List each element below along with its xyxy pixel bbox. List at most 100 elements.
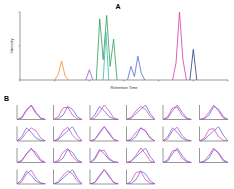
series-line <box>173 12 187 80</box>
chart <box>17 127 46 142</box>
series-line <box>17 148 46 163</box>
series-line <box>163 107 192 119</box>
y-axis <box>90 170 91 185</box>
plot-area <box>54 127 83 142</box>
plot-area <box>90 127 119 142</box>
x-tick <box>54 80 55 82</box>
y-axis <box>17 148 18 163</box>
series-line <box>127 148 156 163</box>
y-axis <box>126 105 127 120</box>
x-axis <box>54 184 83 185</box>
x-axis <box>90 141 119 142</box>
y-axis <box>90 148 91 163</box>
chart <box>54 148 83 163</box>
chart <box>17 148 46 163</box>
chart <box>163 127 192 142</box>
series-line <box>54 149 83 162</box>
series-line <box>127 128 156 141</box>
series-line <box>54 127 83 141</box>
series-line <box>90 127 119 142</box>
y-tick <box>19 80 21 81</box>
y-axis <box>126 170 127 185</box>
chart: ARetention TimeIntensity <box>9 3 228 90</box>
plot-area <box>200 105 229 120</box>
y-axis <box>17 105 18 120</box>
chart <box>90 148 119 163</box>
panel-label: A <box>115 3 120 10</box>
chart: B <box>4 95 46 120</box>
chart <box>127 105 156 120</box>
plot-area <box>200 148 229 163</box>
y-axis <box>163 105 164 120</box>
y-axis <box>53 127 54 142</box>
series-line <box>17 105 46 120</box>
y-axis <box>126 127 127 142</box>
series-line <box>127 148 156 163</box>
chart <box>90 170 119 185</box>
chart <box>200 148 229 163</box>
y-axis <box>53 170 54 185</box>
y-axis <box>20 12 21 80</box>
series-line <box>200 149 229 162</box>
series-line <box>127 106 156 119</box>
plot-area <box>90 170 119 185</box>
series-line <box>163 150 192 162</box>
plot-area <box>54 106 83 119</box>
series-line <box>200 148 229 163</box>
plot-area <box>200 127 229 142</box>
series-line <box>86 70 93 80</box>
series-line <box>17 149 46 162</box>
chart <box>90 105 119 120</box>
plot-area <box>163 105 192 120</box>
series-line <box>127 171 156 184</box>
y-axis <box>199 148 200 163</box>
x-axis <box>127 162 156 163</box>
series-line <box>17 170 46 184</box>
y-axis <box>90 105 91 120</box>
series-line <box>200 105 229 120</box>
series-line <box>163 105 192 120</box>
chart <box>127 170 156 185</box>
series-line <box>55 61 69 80</box>
series-line <box>90 149 119 162</box>
y-axis <box>53 148 54 163</box>
y-tick <box>19 46 21 47</box>
chart <box>163 148 192 163</box>
series-line <box>54 107 83 119</box>
plot-area <box>127 171 156 184</box>
series-line <box>127 105 156 120</box>
plot-area <box>17 105 46 120</box>
y-axis <box>90 127 91 142</box>
plot-area <box>17 128 46 141</box>
plot-area <box>127 148 156 163</box>
plot-area <box>55 12 197 80</box>
x-tick <box>20 80 21 82</box>
plot-area <box>163 127 192 141</box>
series-line <box>90 105 119 120</box>
series-line <box>54 171 83 184</box>
panel-label: B <box>4 95 9 102</box>
chart <box>127 148 156 163</box>
series-line <box>90 106 119 119</box>
series-line <box>127 128 156 141</box>
series-line <box>200 106 229 119</box>
x-label: Retention Time <box>111 85 139 90</box>
series-line <box>163 127 192 141</box>
plot-area <box>163 148 192 163</box>
y-axis <box>163 127 164 142</box>
series-line <box>90 150 119 162</box>
x-axis <box>127 119 156 120</box>
x-axis <box>90 184 119 185</box>
y-axis <box>17 170 18 185</box>
series-line <box>54 106 83 119</box>
series-line <box>54 149 83 163</box>
x-axis <box>54 141 83 142</box>
plot-area <box>90 105 119 120</box>
series-line <box>90 170 119 185</box>
x-axis <box>17 162 46 163</box>
series-line <box>54 170 83 185</box>
y-tick <box>19 12 21 13</box>
series-line <box>17 106 46 120</box>
x-axis <box>17 119 46 120</box>
chart <box>54 127 83 142</box>
